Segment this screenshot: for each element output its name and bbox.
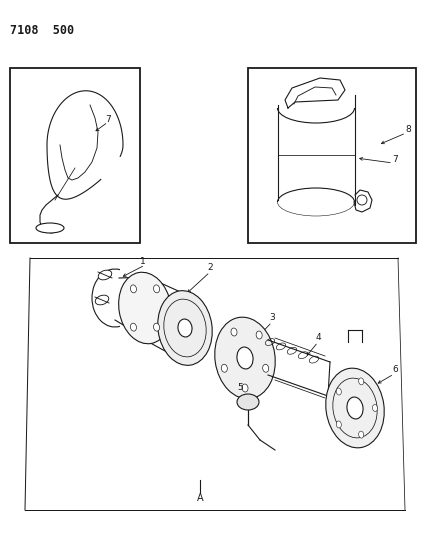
Ellipse shape [263, 364, 269, 372]
Ellipse shape [256, 331, 262, 339]
Text: A: A [197, 493, 203, 503]
Ellipse shape [326, 368, 384, 448]
Ellipse shape [131, 285, 137, 293]
Text: 7108  500: 7108 500 [10, 23, 74, 36]
Ellipse shape [98, 270, 112, 280]
Bar [10, 68, 140, 243]
Text: 2: 2 [207, 263, 213, 272]
Text: 6: 6 [392, 366, 398, 375]
Ellipse shape [119, 272, 171, 344]
Text: 8: 8 [405, 125, 411, 134]
Ellipse shape [336, 388, 342, 395]
Text: 7: 7 [392, 156, 398, 165]
Ellipse shape [336, 421, 342, 428]
Ellipse shape [215, 317, 275, 399]
Ellipse shape [237, 394, 259, 410]
Text: 1: 1 [140, 257, 146, 266]
Ellipse shape [158, 290, 212, 365]
Ellipse shape [221, 364, 227, 372]
Ellipse shape [154, 285, 160, 293]
Ellipse shape [372, 405, 377, 411]
Ellipse shape [242, 384, 248, 392]
Ellipse shape [95, 295, 109, 305]
Ellipse shape [131, 323, 137, 331]
Text: 5: 5 [237, 383, 243, 392]
Text: 7: 7 [105, 116, 111, 125]
Ellipse shape [231, 328, 237, 336]
Ellipse shape [237, 347, 253, 369]
Ellipse shape [347, 397, 363, 419]
Ellipse shape [359, 431, 364, 438]
Ellipse shape [178, 319, 192, 337]
Text: 3: 3 [269, 313, 275, 322]
Circle shape [357, 195, 367, 205]
Ellipse shape [359, 378, 364, 385]
Bar [248, 68, 416, 243]
Text: 4: 4 [315, 334, 321, 343]
Ellipse shape [36, 223, 64, 233]
Ellipse shape [154, 323, 160, 331]
